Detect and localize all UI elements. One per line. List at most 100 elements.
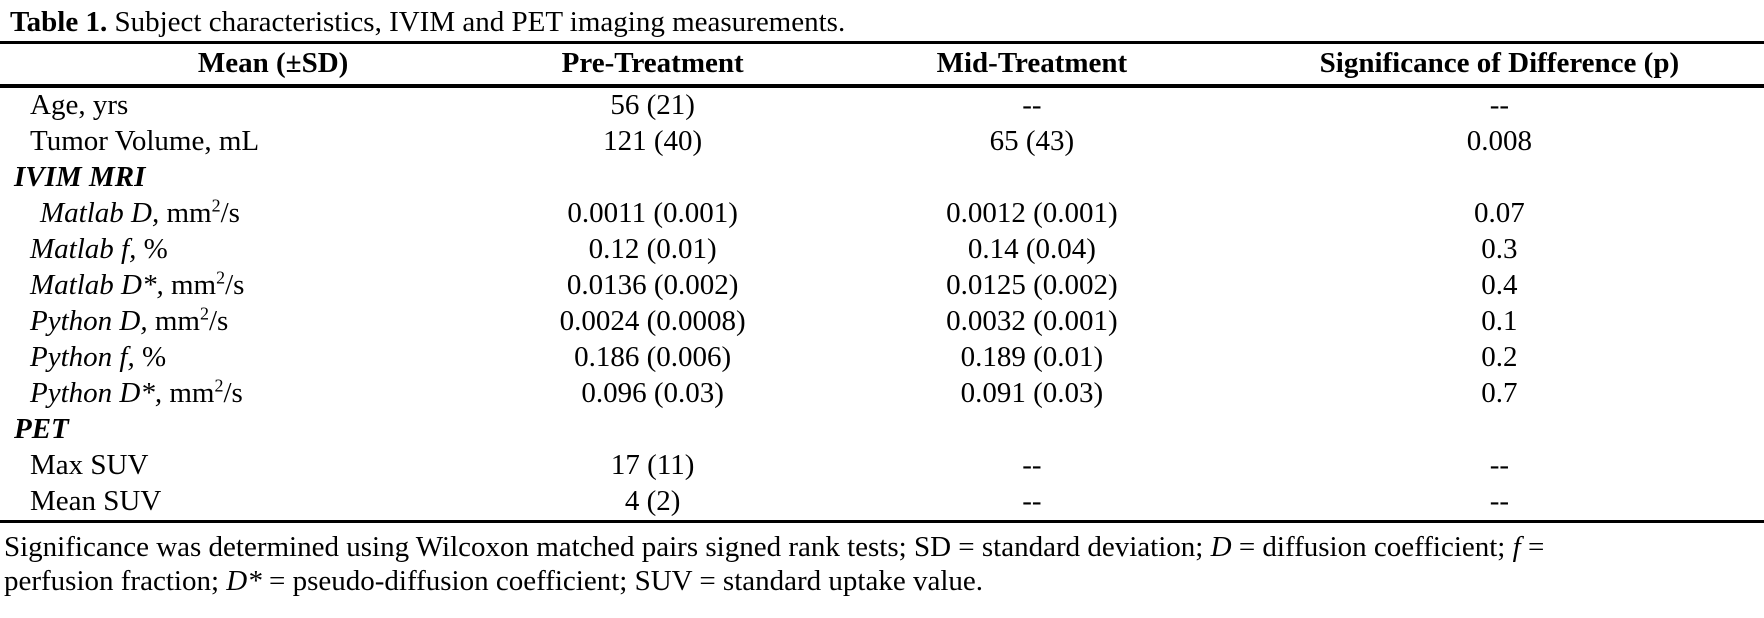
cell-value: 0.3 (1481, 233, 1518, 265)
text-part: = pseudo-diffusion coefficient; SUV = st… (261, 565, 984, 597)
row-label: Matlab D*, mm2/s (0, 268, 476, 304)
column-header-significance: Significance of Difference (p) (1234, 42, 1764, 88)
cell-value: 0.0011 (0.001) (567, 197, 738, 229)
row-label: Python f, % (0, 340, 476, 376)
superscript-text: 2 (211, 195, 221, 216)
table-caption-text: Subject characteristics, IVIM and PET im… (107, 6, 846, 38)
text-part: D* (226, 565, 262, 597)
row-label: IVIM MRI (0, 160, 476, 196)
cell-value: 0.186 (0.006) (574, 341, 732, 373)
cell-value (829, 412, 1235, 448)
column-header-mid-treatment: Mid-Treatment (829, 42, 1235, 88)
cell-value: -- (1022, 449, 1042, 481)
cell-value: 0.4 (1481, 269, 1518, 301)
table-row: Max SUV 17 (11) -- -- (0, 448, 1764, 484)
text-part: /s (223, 377, 243, 409)
text-part: Python D, (30, 305, 148, 337)
text-part: /s (225, 269, 245, 301)
text-part: Max SUV (30, 449, 149, 481)
table-caption: Table 1. Subject characteristics, IVIM a… (0, 5, 1764, 39)
column-header-pre-treatment: Pre-Treatment (476, 42, 830, 88)
row-label: PET (0, 412, 476, 448)
row-label: Max SUV (0, 448, 476, 484)
footnote-line: perfusion fraction; D* = pseudo-diffusio… (4, 564, 1764, 598)
cell-value: 0.008 (1466, 125, 1533, 157)
cell-value: 0.14 (0.04) (967, 233, 1096, 265)
cell-value: 0.096 (0.03) (581, 377, 724, 409)
row-label: Python D*, mm2/s (0, 376, 476, 412)
text-part: = (1520, 531, 1545, 563)
row-label: Tumor Volume, mL (0, 124, 476, 160)
cell-value: 65 (43) (989, 125, 1075, 157)
row-label: Matlab D, mm2/s (0, 196, 476, 232)
cell-value: -- (1489, 449, 1510, 481)
table-footnote: Significance was determined using Wilcox… (0, 530, 1764, 598)
text-part: Python f, (30, 341, 135, 373)
text-part: f (1512, 531, 1521, 563)
row-label: Age, yrs (0, 86, 476, 124)
superscript-text: 2 (214, 375, 224, 396)
measurements-table: Mean (±SD) Pre-Treatment Mid-Treatment S… (0, 41, 1764, 523)
table-row: Age, yrs 56 (21) -- -- (0, 86, 1764, 124)
text-part: PET (14, 413, 69, 445)
cell-value: 0.0125 (0.002) (946, 269, 1118, 301)
cell-value: 0.07 (1474, 197, 1525, 229)
cell-value: 0.189 (0.01) (960, 341, 1104, 373)
text-part: D (1210, 531, 1232, 563)
text-part: /s (208, 305, 229, 337)
cell-value: 17 (11) (610, 449, 695, 481)
cell-value (1235, 160, 1764, 196)
cell-value (476, 160, 829, 196)
cell-value: -- (1022, 485, 1042, 517)
header-row: Mean (±SD) Pre-Treatment Mid-Treatment S… (0, 42, 1764, 88)
table-row: Matlab f, % 0.12 (0.01) 0.14 (0.04) 0.3 (0, 232, 1764, 268)
table-row: Matlab D*, mm2/s 0.0136 (0.002) 0.0125 (0.… (0, 268, 1764, 304)
cell-value: 0.2 (1481, 341, 1518, 373)
cell-value: 0.1 (1481, 305, 1518, 337)
cell-value: 0.0136 (0.002) (566, 269, 739, 301)
text-part: IVIM MRI (14, 161, 146, 193)
cell-value (829, 160, 1235, 196)
cell-value: 0.12 (0.01) (588, 233, 717, 265)
text-part: Matlab D*, (30, 269, 164, 301)
cell-value: 56 (21) (610, 89, 695, 121)
superscript-text: 2 (199, 303, 209, 324)
column-header-mean-sd: Mean (±SD) (0, 42, 477, 88)
cell-value: 4 (2) (624, 485, 681, 517)
text-part: Tumor Volume, mL (30, 125, 260, 157)
table-row: Python D, mm2/s 0.0024 (0.0008) 0.0032 (0.… (0, 304, 1764, 340)
text-part: /s (220, 197, 240, 229)
cell-value (1235, 412, 1764, 448)
text-part: Matlab D, (40, 197, 160, 229)
row-label: Mean SUV (0, 484, 476, 522)
cell-value: 0.0012 (0.001) (946, 197, 1118, 229)
cell-value: 0.0024 (0.0008) (559, 305, 746, 337)
section-row: PET (0, 412, 1764, 448)
table-row: Python D*, mm2/s 0.096 (0.03) 0.091 (0.03)… (0, 376, 1764, 412)
footnote-line: Significance was determined using Wilcox… (4, 530, 1764, 564)
table-row: Python f, % 0.186 (0.006) 0.189 (0.01) 0.2 (0, 340, 1764, 376)
cell-value: 0.091 (0.03) (960, 377, 1104, 409)
cell-value: -- (1022, 89, 1042, 121)
cell-value: 0.0032 (0.001) (946, 305, 1118, 337)
paper-table-figure: Table 1. Subject characteristics, IVIM a… (0, 5, 1764, 598)
text-part: = diffusion coefficient; (1231, 531, 1513, 563)
cell-value: -- (1489, 485, 1510, 517)
cell-value: 121 (40) (603, 125, 703, 157)
table-caption-label: Table 1. (10, 6, 108, 38)
text-part: Mean SUV (30, 485, 162, 517)
row-label: Python D, mm2/s (0, 304, 476, 340)
table-row: Mean SUV 4 (2) -- -- (0, 484, 1764, 522)
text-part: mm (162, 377, 215, 409)
text-part: Significance was determined using Wilcox… (4, 531, 1211, 563)
text-part: perfusion fraction; (4, 565, 227, 597)
row-label: Matlab f, % (0, 232, 476, 268)
superscript-text: 2 (216, 267, 226, 288)
text-part: Python D*, (30, 377, 163, 409)
text-part: % (136, 233, 168, 265)
section-row: IVIM MRI (0, 160, 1764, 196)
cell-value (476, 412, 829, 448)
text-part: % (134, 341, 167, 373)
text-part: mm (147, 305, 200, 337)
text-part: Matlab f, (30, 233, 137, 265)
